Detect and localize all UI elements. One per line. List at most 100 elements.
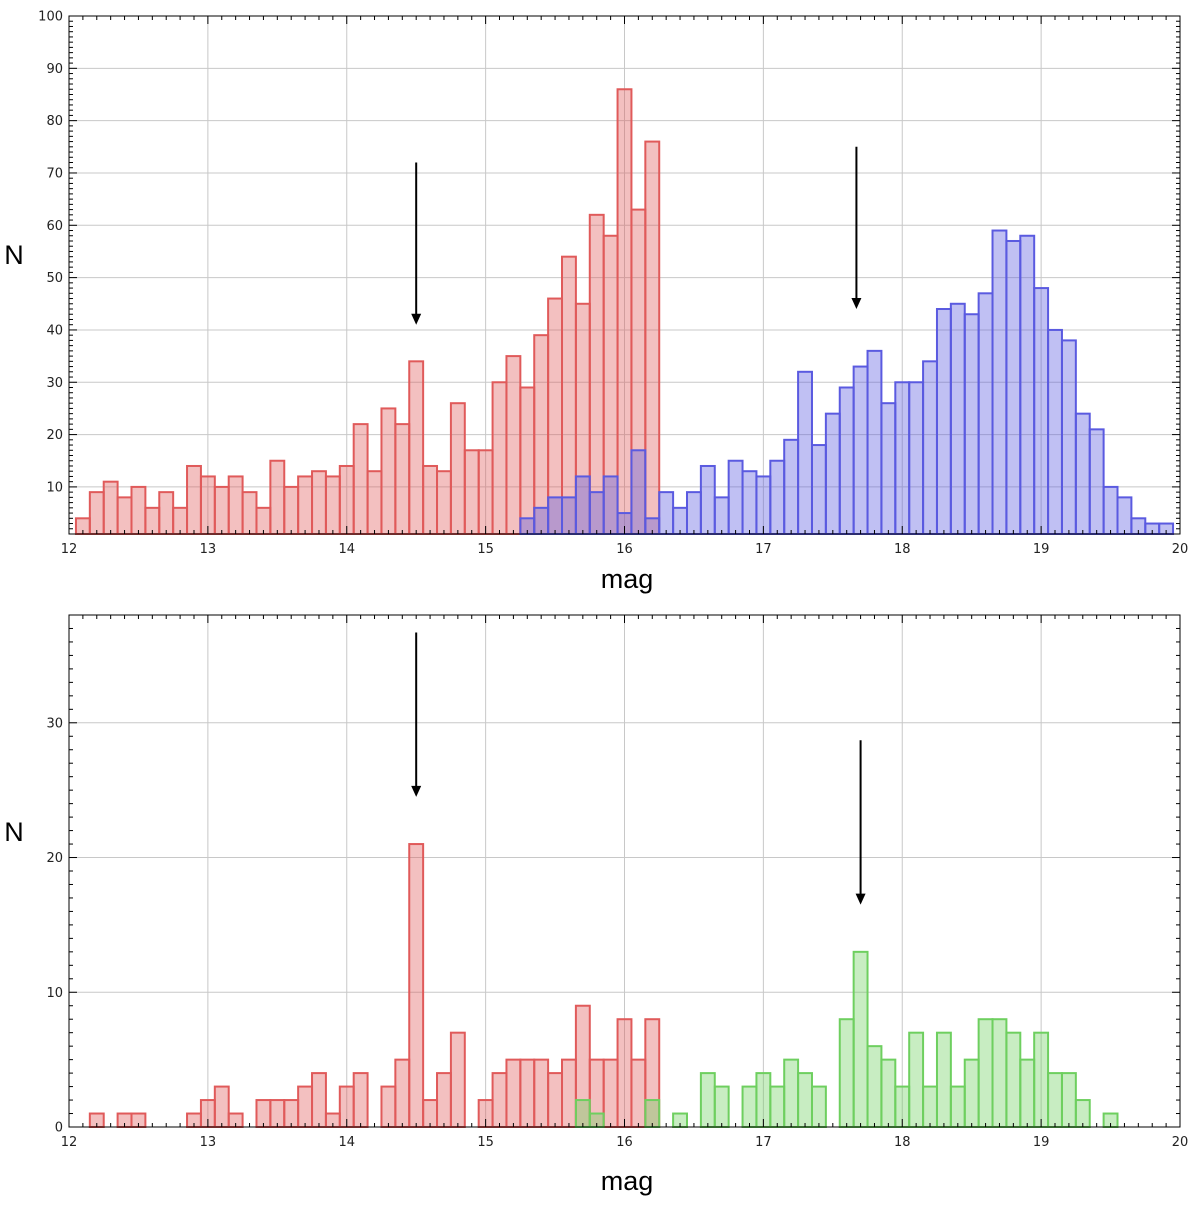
histogram-bar [616, 1018, 633, 1128]
histogram-bar [213, 1085, 230, 1129]
x-tick-label: 19 [1033, 542, 1050, 557]
histogram-bar [630, 1058, 647, 1129]
histogram-bar [1102, 485, 1119, 535]
bottom-x-axis-label: mag [601, 1166, 654, 1196]
histogram-bar [783, 1058, 800, 1129]
histogram-bar [699, 464, 716, 535]
histogram-bar [1060, 339, 1077, 536]
histogram-bar [658, 491, 675, 536]
y-tick-label: 90 [46, 62, 63, 77]
histogram-bar [949, 1085, 966, 1129]
histogram-bar [505, 1058, 522, 1129]
y-tick-label: 100 [38, 10, 63, 25]
histogram-bar [838, 386, 855, 536]
histogram-bar [824, 412, 841, 535]
histogram-bar [380, 407, 397, 536]
y-tick-label: 10 [46, 986, 63, 1001]
histogram-bar [1060, 1072, 1077, 1128]
histogram-bar [810, 1085, 827, 1129]
histogram-bar [935, 1031, 952, 1128]
histogram-bar [991, 1018, 1008, 1128]
y-tick-label: 30 [46, 376, 63, 391]
histogram-bar [394, 423, 411, 535]
x-tick-label: 17 [755, 1135, 772, 1150]
histogram-bar [338, 464, 355, 535]
histogram-bar [797, 1072, 813, 1128]
histogram-bar [408, 843, 425, 1128]
histogram-bar [880, 1058, 897, 1129]
axis-ticks [68, 614, 1181, 1128]
histogram-bar [505, 355, 522, 535]
series-1 [574, 950, 1119, 1129]
histogram-bar [352, 1072, 369, 1128]
x-tick-label: 16 [616, 1135, 633, 1150]
x-tick-label: 12 [61, 1135, 78, 1150]
histogram-bar [852, 365, 869, 535]
histogram-bar [602, 475, 619, 536]
x-tick-label: 14 [338, 542, 355, 557]
histogram-bar [394, 1058, 411, 1129]
top-x-axis-label: mag [601, 564, 654, 594]
histogram-bar [963, 1058, 980, 1129]
x-tick-label: 14 [338, 1135, 355, 1150]
histogram-bar [588, 491, 605, 536]
histogram-bar [449, 1031, 466, 1128]
histogram-bar [991, 229, 1008, 536]
x-tick-label: 18 [894, 542, 911, 557]
y-tick-label: 50 [46, 271, 63, 286]
histogram-bar [1033, 287, 1050, 535]
histogram-bar [269, 1099, 286, 1128]
grid [68, 15, 1181, 534]
annotation-arrow-head [851, 298, 862, 310]
x-tick-label: 20 [1172, 1135, 1189, 1150]
histogram-bar [561, 496, 577, 536]
histogram-bar [352, 423, 369, 535]
histogram-bar [186, 464, 202, 535]
histogram-bar [949, 302, 966, 535]
histogram-bar [769, 459, 786, 535]
histogram-bar [88, 491, 105, 536]
histogram-bar [311, 470, 327, 536]
histogram-bar [283, 485, 300, 535]
histogram-bar [685, 491, 702, 536]
histogram-bar [283, 1099, 300, 1128]
histogram-bar [1005, 239, 1022, 535]
histogram-bar [1005, 1031, 1022, 1128]
y-tick-label: 10 [46, 480, 63, 495]
histogram-bar [963, 313, 980, 535]
histogram-bar [741, 470, 758, 536]
series-0 [88, 843, 661, 1129]
histogram-bar [311, 1072, 327, 1128]
histogram-bar [422, 464, 439, 535]
histogram-bar [797, 370, 813, 535]
histogram-bar [491, 381, 508, 536]
histogram-bar [588, 213, 605, 535]
histogram-bar [158, 491, 175, 536]
x-tick-label: 15 [477, 542, 494, 557]
histogram-bar [130, 485, 147, 535]
histogram-bar [699, 1072, 716, 1128]
series-0 [74, 88, 661, 536]
histogram-bar [935, 308, 952, 535]
histogram-bar [449, 402, 466, 535]
annotation-arrow-head [411, 313, 422, 325]
histogram-bar [574, 475, 591, 536]
histogram-bar [463, 449, 480, 536]
y-tick-label: 20 [46, 851, 63, 866]
histogram-bar [408, 360, 425, 536]
histogram-bar [422, 1099, 439, 1128]
histogram-bar [1019, 1058, 1036, 1129]
histogram-bar [561, 1058, 577, 1129]
histogram-bar [755, 1072, 772, 1128]
histogram-bar [547, 496, 564, 536]
histogram-bar [838, 1018, 855, 1128]
histogram-bar [783, 438, 800, 535]
histogram-bar [519, 1058, 536, 1129]
histogram-bar [199, 475, 216, 536]
x-tick-label: 13 [200, 1135, 217, 1150]
x-tick-label: 20 [1172, 542, 1189, 557]
histogram-bar [491, 1072, 508, 1128]
histogram-bar [436, 1072, 452, 1128]
histogram-bar [1074, 412, 1091, 535]
y-tick-label: 80 [46, 114, 63, 129]
